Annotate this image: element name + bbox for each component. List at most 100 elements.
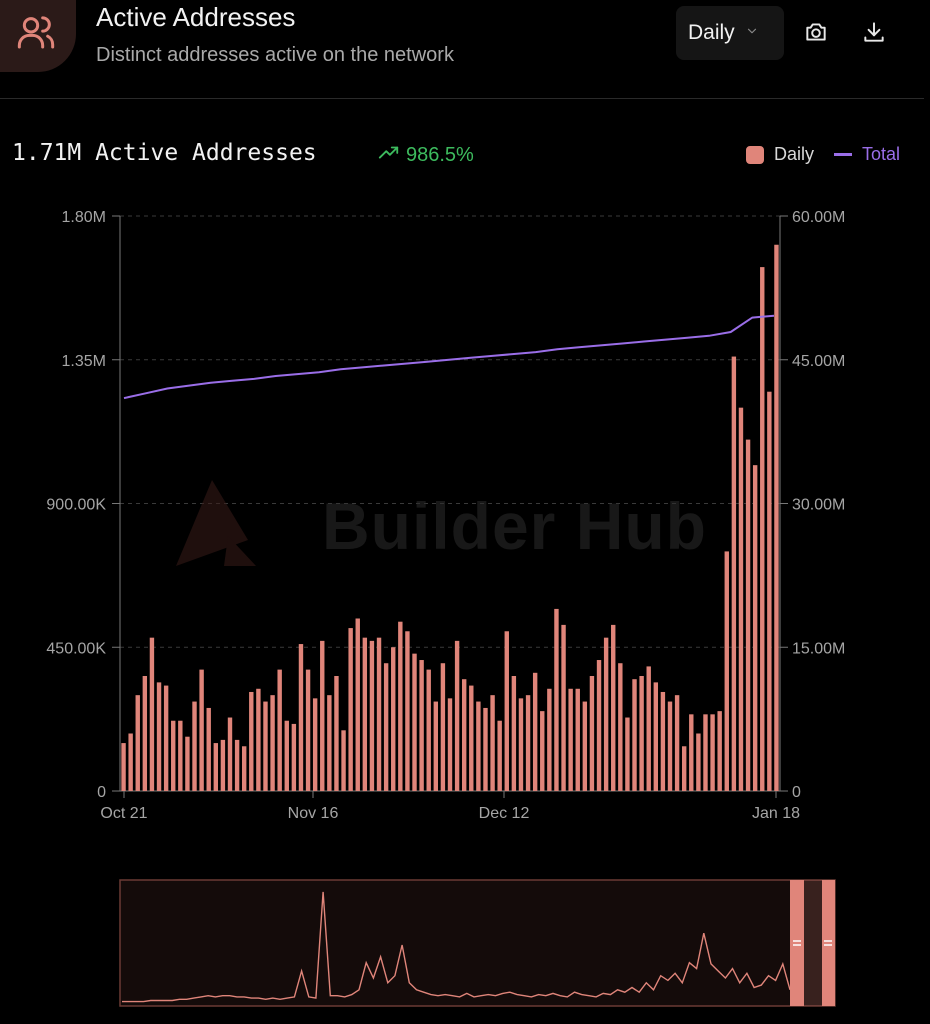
- change-percent: 986.5%: [406, 144, 474, 166]
- bar-daily: [582, 701, 588, 791]
- bar-daily: [227, 717, 233, 791]
- bar-daily: [703, 714, 708, 791]
- brush-handle-right[interactable]: [822, 880, 835, 1006]
- bar-daily: [220, 739, 226, 791]
- bar-daily: [767, 391, 772, 791]
- bar-daily: [696, 733, 701, 791]
- bar-daily: [632, 679, 637, 791]
- bar-daily: [454, 640, 460, 791]
- bar-daily: [752, 465, 758, 791]
- bar-daily: [738, 407, 744, 791]
- bar-daily: [674, 695, 680, 791]
- bar-daily: [540, 711, 545, 791]
- y-left-tick-label: 450.00K: [46, 640, 106, 657]
- bar-daily: [689, 714, 694, 791]
- bar-daily: [419, 660, 424, 791]
- bar-daily: [646, 666, 651, 791]
- bar-daily: [611, 624, 616, 791]
- x-tick-label: Nov 16: [288, 805, 339, 822]
- bar-daily: [369, 640, 375, 791]
- bar-daily: [383, 663, 389, 791]
- bar-daily: [142, 676, 148, 791]
- trending-up-icon: [378, 144, 406, 167]
- brush-frame: [119, 879, 836, 1007]
- y-right-tick-label: 0: [792, 784, 801, 801]
- bar-daily: [156, 682, 162, 791]
- legend-item-total[interactable]: Total: [833, 144, 900, 165]
- legend-item-daily[interactable]: Daily: [745, 144, 814, 165]
- bar-daily: [312, 698, 318, 791]
- download-button[interactable]: [858, 18, 890, 50]
- bar-daily: [341, 730, 346, 791]
- bar-daily: [149, 637, 155, 791]
- range-brush[interactable]: [0, 870, 930, 1010]
- bar-daily: [603, 637, 609, 791]
- chart-legend: Daily Total: [726, 144, 900, 165]
- legend-label-daily: Daily: [773, 144, 814, 164]
- bar-daily: [213, 743, 219, 791]
- bar-daily: [234, 739, 240, 791]
- main-chart[interactable]: 0 450.00K 900.00K 1.35M 1.80M 0 15.00M 30.00M 45…: [0, 200, 930, 840]
- bar-daily: [760, 267, 765, 792]
- bar-daily: [376, 637, 382, 791]
- bar-daily: [490, 695, 495, 791]
- bar-daily: [476, 701, 481, 791]
- bar-daily: [667, 701, 673, 791]
- x-tick-label: Dec 12: [479, 805, 530, 822]
- bar-daily: [589, 676, 595, 791]
- summary-value: 1.71M Active Addresses: [12, 140, 317, 166]
- bar-daily: [511, 676, 517, 791]
- bar-daily: [391, 647, 396, 791]
- bar-daily: [355, 618, 360, 791]
- brush-line: [122, 891, 791, 1003]
- bar-daily: [291, 723, 297, 791]
- bar-daily: [639, 676, 644, 791]
- camera-icon: [803, 19, 829, 50]
- bar-daily: [625, 717, 630, 791]
- y-right-tick-label: 60.00M: [792, 209, 845, 226]
- legend-swatch-daily: [745, 145, 764, 164]
- bar-daily: [327, 695, 332, 791]
- bar-daily: [284, 720, 289, 791]
- bar-daily: [362, 637, 368, 791]
- bar-daily: [461, 679, 467, 791]
- bar-daily: [128, 733, 133, 791]
- bar-daily: [163, 685, 169, 791]
- bar-daily: [660, 691, 666, 791]
- bar-daily: [171, 720, 176, 791]
- bar-daily: [277, 669, 282, 791]
- bar-daily: [206, 707, 211, 791]
- y-left-tick-label: 900.00K: [46, 497, 106, 514]
- bar-daily: [497, 720, 502, 791]
- bar-daily: [724, 551, 729, 791]
- y-left-tick-label: 1.80M: [62, 209, 106, 226]
- bar-daily: [731, 356, 737, 791]
- chart-header: Active Addresses Distinct addresses acti…: [0, 0, 924, 99]
- bar-daily: [433, 701, 439, 791]
- period-select[interactable]: Daily: [676, 6, 784, 60]
- bar-daily: [561, 624, 566, 791]
- legend-swatch-total: [833, 153, 852, 156]
- bar-daily: [554, 608, 559, 791]
- screenshot-button[interactable]: [800, 18, 832, 50]
- bar-daily: [121, 743, 126, 791]
- bar-daily: [305, 669, 311, 791]
- bar-daily: [710, 714, 715, 791]
- bar-daily: [745, 439, 751, 791]
- change-indicator: 986.5%: [378, 144, 474, 167]
- bar-daily: [575, 688, 580, 791]
- y-right-tick-label: 15.00M: [792, 640, 845, 657]
- page-subtitle: Distinct addresses active on the network: [96, 44, 454, 66]
- brush-handle-left[interactable]: [790, 880, 804, 1006]
- bar-daily: [185, 736, 190, 791]
- period-select-value: Daily: [688, 21, 735, 44]
- bar-daily: [717, 711, 722, 791]
- bar-daily: [440, 663, 446, 791]
- y-right-tick-label: 30.00M: [792, 497, 845, 514]
- y-left-tick-label: 1.35M: [62, 353, 106, 370]
- bar-daily: [483, 707, 488, 791]
- bar-daily: [256, 688, 261, 791]
- bar-daily: [348, 628, 353, 791]
- bar-daily: [178, 720, 183, 791]
- line-total: [123, 314, 775, 400]
